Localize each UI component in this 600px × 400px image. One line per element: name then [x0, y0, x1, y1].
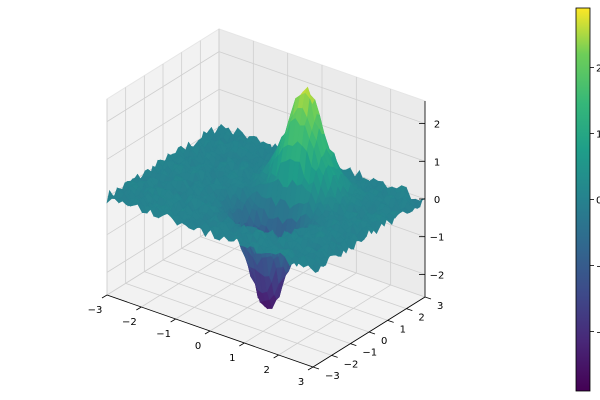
x-tick-label: 1 — [229, 353, 235, 364]
colorbar-tick-label: 1 — [596, 129, 600, 140]
x-tick-label: 2 — [263, 365, 269, 376]
z-tick-label: −2 — [430, 270, 445, 281]
x-tick-mark — [136, 306, 142, 311]
z-tick-label: 2 — [434, 120, 440, 131]
y-tick-label: 0 — [381, 336, 387, 347]
y-tick-label: −1 — [362, 348, 377, 359]
colorbar-tick-label: 2 — [596, 63, 600, 74]
y-tick-label: 2 — [418, 313, 424, 324]
x-tick-label: −3 — [88, 305, 103, 316]
colorbar-tick-label: −1 — [596, 262, 600, 273]
y-tick-mark — [368, 331, 376, 335]
surface-mesh — [106, 86, 426, 310]
z-tick-label: 0 — [434, 195, 440, 206]
gridline — [200, 236, 407, 310]
colorbar-tick-label: −2 — [596, 328, 600, 339]
colorbar-gradient — [575, 7, 591, 392]
colorbar — [575, 7, 591, 392]
z-axis-ticks: −2 −1 0 1 2 — [419, 120, 445, 281]
x-tick-mark — [307, 366, 314, 371]
colorbar-ticks: 2 1 0 −1 −2 — [590, 63, 600, 339]
y-tick-mark — [406, 308, 413, 312]
y-tick-mark — [387, 319, 394, 323]
x-tick-label: −1 — [156, 329, 171, 340]
x-tick-label: −2 — [122, 317, 137, 328]
z-tick-label: 1 — [434, 157, 440, 168]
y-axis-ticks: −3 −2−1 0 1 2 3 — [312, 296, 443, 382]
y-tick-label: 3 — [437, 301, 443, 312]
x-tick-mark — [101, 294, 108, 299]
x-tick-mark — [239, 342, 245, 347]
y-tick-mark — [350, 343, 357, 347]
y-tick-mark — [312, 366, 320, 370]
gridline — [106, 51, 220, 122]
x-tick-mark — [204, 330, 211, 335]
x-tick-label: 0 — [195, 341, 201, 352]
gridline — [106, 88, 220, 160]
z-tick-label: −1 — [430, 233, 445, 244]
y-tick-label: 1 — [400, 324, 406, 335]
x-tick-mark — [170, 318, 176, 323]
x-tick-mark — [273, 354, 279, 359]
x-axis-ticks: −3 −2 −1 0 1 2 3 — [88, 294, 314, 388]
y-tick-label: −3 — [325, 371, 340, 382]
x-tick-label: 3 — [298, 377, 304, 388]
y-tick-mark — [424, 296, 432, 300]
surface-face — [307, 264, 316, 273]
colorbar-tick-label: 0 — [596, 196, 600, 207]
gridline — [218, 51, 426, 124]
y-tick-label: −2 — [344, 359, 359, 370]
y-tick-mark — [331, 354, 338, 358]
